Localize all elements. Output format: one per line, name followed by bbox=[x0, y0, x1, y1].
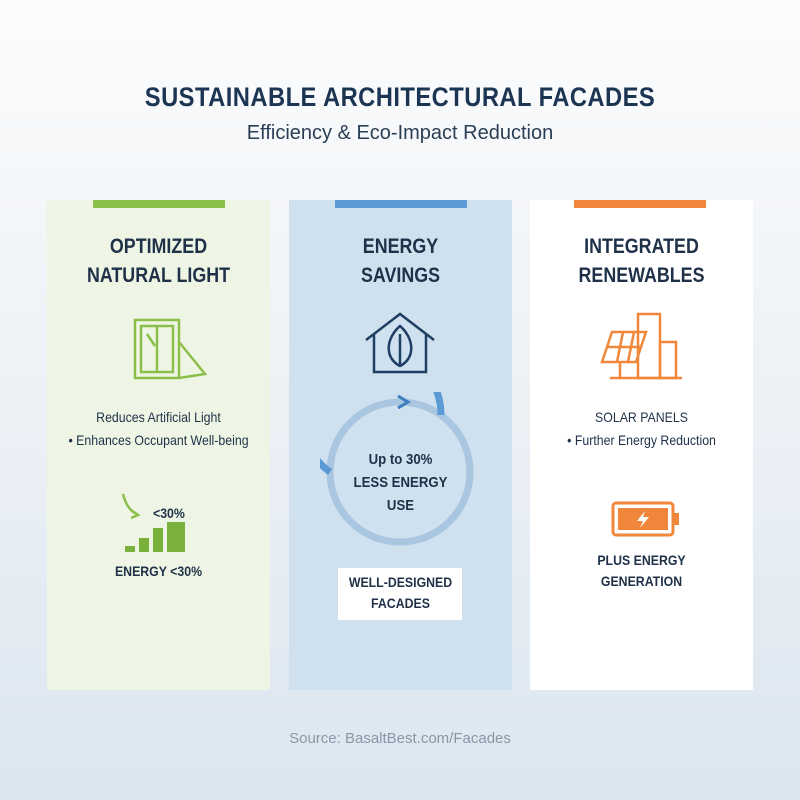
heading-line: OPTIMIZED bbox=[109, 235, 208, 258]
house-icon bbox=[365, 312, 435, 374]
source: Source: BasaltBest.com/Facades bbox=[289, 730, 511, 747]
bullet: Reduces Artificial Light bbox=[96, 409, 221, 425]
accent-bar bbox=[574, 200, 706, 208]
box-line: WELL-DESIGNED bbox=[348, 574, 453, 590]
gauge-line: USE bbox=[386, 497, 415, 514]
panel bbox=[530, 200, 753, 690]
bullet: SOLAR PANELS bbox=[595, 409, 688, 425]
bullet: • Enhances Occupant Well-being bbox=[68, 432, 249, 448]
caption: PLUS ENERGY GENERATION bbox=[543, 550, 739, 592]
gauge-ring bbox=[320, 392, 474, 546]
panel-heading: ENERGY SAVINGS bbox=[306, 232, 496, 290]
gauge-line: Up to 30% bbox=[368, 451, 433, 468]
heading-line: RENEWABLES bbox=[578, 264, 705, 287]
bullets: SOLAR PANELS • Further Energy Reduction bbox=[543, 406, 739, 452]
heading-line: SAVINGS bbox=[360, 264, 441, 287]
heading-line: ENERGY bbox=[362, 235, 439, 258]
label-box bbox=[338, 568, 462, 620]
panel-heading: INTEGRATED RENEWABLES bbox=[547, 232, 737, 290]
heading-line: NATURAL LIGHT bbox=[86, 264, 231, 287]
caption: ENERGY <30% bbox=[114, 563, 203, 579]
window-icon bbox=[133, 318, 208, 380]
gauge-line: LESS ENERGY bbox=[353, 474, 448, 491]
subtitle: Efficiency & Eco-Impact Reduction bbox=[246, 122, 554, 144]
caption-line: GENERATION bbox=[600, 573, 683, 589]
box-line: FACADES bbox=[371, 595, 430, 611]
bullets: Reduces Artificial Light • Enhances Occu… bbox=[60, 406, 256, 452]
title: SUSTAINABLE ARCHITECTURAL FACADES bbox=[144, 82, 656, 112]
panel-heading: OPTIMIZED NATURAL LIGHT bbox=[64, 232, 254, 290]
gauge-text: Up to 30% LESS ENERGY USE bbox=[302, 448, 498, 517]
battery-icon bbox=[611, 501, 679, 537]
panel bbox=[47, 200, 270, 690]
solar-icon bbox=[600, 312, 682, 380]
bullet: • Further Energy Reduction bbox=[567, 432, 716, 448]
accent-bar bbox=[93, 200, 225, 208]
stat: <30% bbox=[153, 505, 185, 521]
energy-icon bbox=[121, 493, 185, 552]
caption-line: PLUS ENERGY bbox=[597, 552, 686, 568]
accent-bar bbox=[335, 200, 467, 208]
box-text: WELL-DESIGNED FACADES bbox=[302, 572, 498, 614]
heading-line: INTEGRATED bbox=[584, 235, 699, 258]
